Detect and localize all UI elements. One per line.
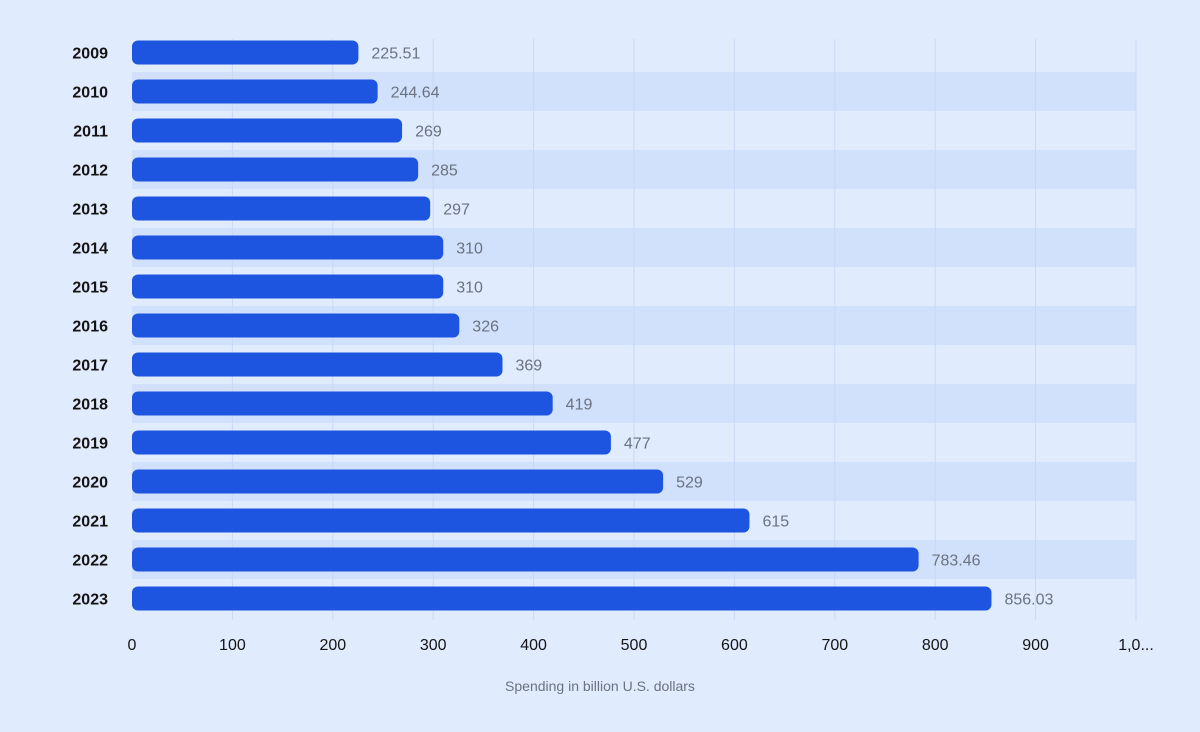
bar: [132, 547, 919, 572]
x-tick-label: 500: [621, 637, 648, 654]
x-tick-label: 100: [219, 637, 246, 654]
category-label: 2015: [72, 280, 108, 297]
category-label: 2012: [72, 163, 108, 180]
bars: [132, 40, 992, 611]
bar: [132, 352, 503, 377]
data-label: 419: [566, 397, 593, 414]
bar: [132, 313, 460, 338]
data-label: 244.64: [391, 85, 440, 102]
data-label: 615: [762, 514, 789, 531]
data-label: 369: [515, 358, 542, 375]
category-label: 2022: [72, 553, 108, 570]
category-label: 2019: [72, 436, 108, 453]
data-label: 225.51: [371, 46, 420, 63]
bar: [132, 430, 611, 455]
data-label: 297: [443, 202, 470, 219]
x-axis-labels: 0 100 200 300 400 500 600 700 800 900 1,0...: [128, 637, 1154, 654]
x-tick-label: 0: [128, 637, 137, 654]
x-tick-label: 300: [420, 637, 447, 654]
x-tick-label: 600: [721, 637, 748, 654]
bar: [132, 235, 444, 260]
bar: [132, 274, 444, 299]
value-labels: 225.51 244.64 269 285 297 310 310 326 369 419 477 5…: [371, 46, 1053, 609]
bar: [132, 79, 378, 104]
category-label: 2013: [72, 202, 108, 219]
bar: [132, 40, 359, 65]
x-axis-title: Spending in billion U.S. dollars: [505, 678, 695, 694]
data-label: 856.03: [1004, 592, 1053, 609]
data-label: 529: [676, 475, 703, 492]
bar: [132, 118, 403, 143]
x-tick-label: 700: [821, 637, 848, 654]
category-label: 2014: [72, 241, 108, 258]
category-label: 2021: [72, 514, 108, 531]
bar: [132, 586, 992, 611]
category-label: 2010: [72, 85, 108, 102]
category-label: 2018: [72, 397, 108, 414]
category-label: 2017: [72, 358, 108, 375]
bar: [132, 508, 750, 533]
x-tick-label: 400: [520, 637, 547, 654]
category-label: 2016: [72, 319, 108, 336]
category-label: 2020: [72, 475, 108, 492]
bar: [132, 391, 553, 416]
data-label: 477: [624, 436, 651, 453]
x-tick-label: 1,0...: [1118, 637, 1154, 654]
category-label: 2009: [72, 46, 108, 63]
data-label: 326: [472, 319, 499, 336]
data-label: 310: [456, 241, 483, 258]
x-tick-label: 200: [319, 637, 346, 654]
x-tick-label: 800: [922, 637, 949, 654]
bar: [132, 196, 431, 221]
category-label: 2023: [72, 592, 108, 609]
x-tick-label: 900: [1022, 637, 1049, 654]
data-label: 285: [431, 163, 458, 180]
data-label: 783.46: [932, 553, 981, 570]
y-axis-labels: 2009 2010 2011 2012 2013 2014 2015 2016 2017 2018…: [72, 46, 108, 609]
bar: [132, 157, 419, 182]
data-label: 269: [415, 124, 442, 141]
data-label: 310: [456, 280, 483, 297]
bar: [132, 469, 664, 494]
category-label: 2011: [73, 124, 108, 141]
